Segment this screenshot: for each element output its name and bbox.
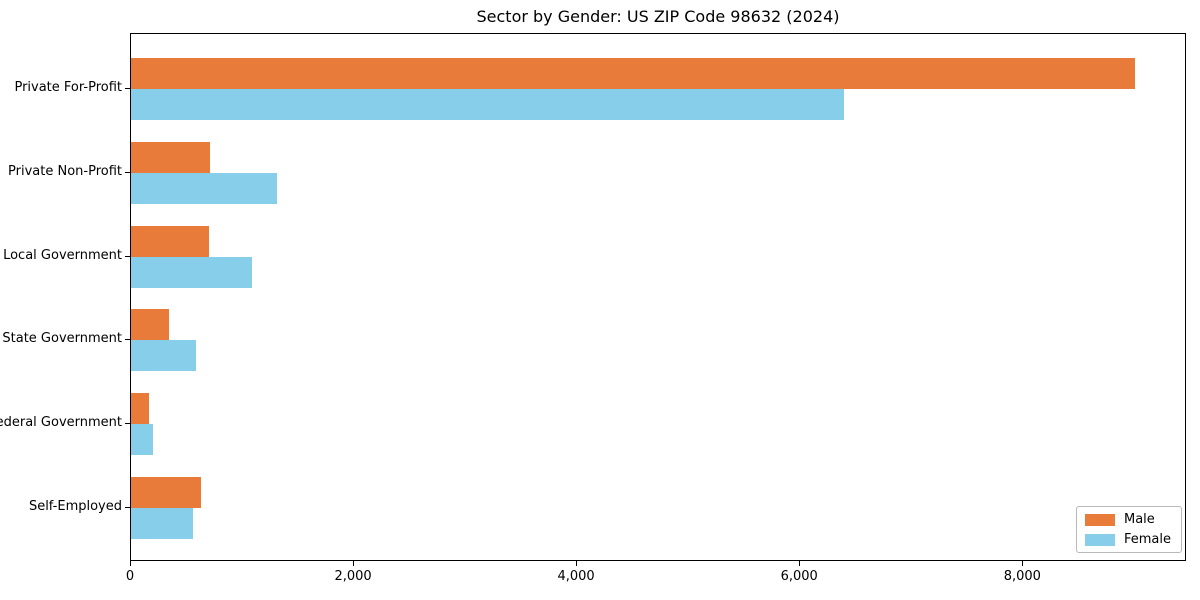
- y-tick-mark: [125, 88, 130, 89]
- bar-male: [131, 58, 1135, 89]
- bar-female: [131, 508, 193, 539]
- chart-title: Sector by Gender: US ZIP Code 98632 (202…: [476, 7, 840, 26]
- bar-male: [131, 309, 169, 341]
- legend-label: Male: [1123, 512, 1155, 527]
- legend-label: Female: [1123, 532, 1171, 547]
- x-tick-label: 8,000: [1003, 569, 1041, 584]
- x-tick-mark: [576, 561, 578, 566]
- y-axis-label: Private Non-Profit: [8, 163, 122, 179]
- y-axis-label: Local Government: [3, 247, 122, 263]
- x-tick-label: 6,000: [780, 569, 818, 584]
- bar-female: [131, 424, 154, 456]
- x-tick-mark: [1022, 561, 1024, 566]
- y-tick-mark: [125, 339, 130, 341]
- legend-swatch-male: [1084, 513, 1115, 526]
- bar-female: [131, 89, 844, 120]
- y-tick-mark: [125, 423, 130, 425]
- y-tick-mark: [125, 255, 130, 257]
- x-tick-label: 4,000: [557, 569, 595, 584]
- y-tick-mark: [125, 507, 130, 508]
- bar-female: [131, 340, 197, 372]
- bar-male: [131, 141, 211, 173]
- bar-male: [131, 477, 202, 508]
- legend: Male Female: [1075, 506, 1182, 553]
- legend-swatch-female: [1084, 533, 1115, 546]
- x-tick-mark: [799, 561, 801, 566]
- y-tick-mark: [125, 171, 130, 173]
- x-tick-mark: [130, 561, 131, 566]
- x-tick-label: 0: [125, 569, 135, 584]
- legend-entry: Male: [1084, 512, 1171, 527]
- y-axis-label: Private For-Profit: [14, 80, 122, 95]
- x-tick-mark: [353, 561, 355, 566]
- y-axis-label: Federal Government: [0, 415, 122, 431]
- bar-female: [131, 256, 252, 288]
- y-axis-label: State Government: [2, 331, 122, 347]
- y-axis-label: Self-Employed: [28, 499, 122, 514]
- bar-male: [131, 225, 210, 257]
- plot-area: Male Female: [130, 33, 1186, 561]
- bar-male: [131, 393, 149, 425]
- legend-entry: Female: [1084, 532, 1171, 547]
- bar-female: [131, 172, 278, 204]
- x-tick-label: 2,000: [334, 569, 372, 584]
